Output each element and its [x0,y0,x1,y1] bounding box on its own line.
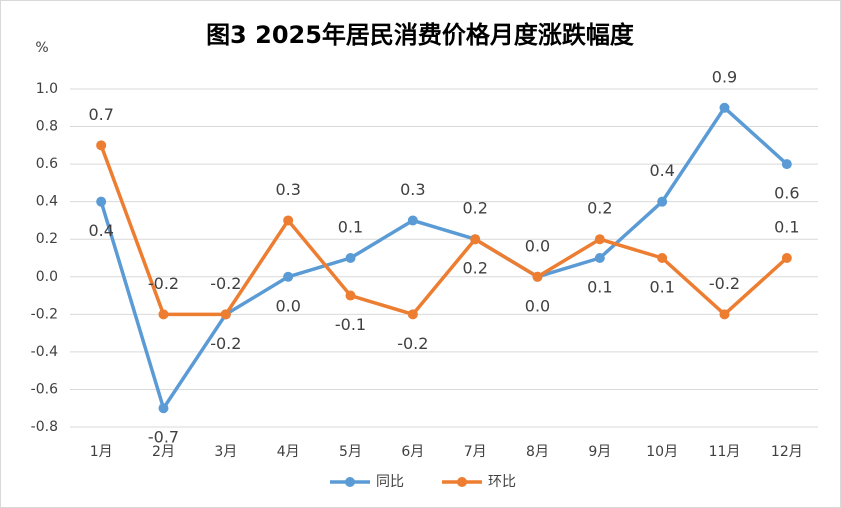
data-label: 0.3 [400,180,425,199]
data-point [532,271,543,282]
x-tick-label: 8月 [526,444,549,460]
data-label: -0.2 [210,334,241,353]
data-point [657,196,668,207]
y-tick-label: 0.2 [36,231,58,247]
legend-label: 同比 [376,474,404,490]
data-label: 0.0 [525,296,550,315]
data-label: 0.2 [587,199,612,218]
x-tick-label: 2月 [152,444,175,460]
y-tick-label: -0.8 [31,419,58,435]
series-line [99,144,789,317]
data-label: -0.2 [397,334,428,353]
data-point [781,253,792,263]
data-point [719,102,730,113]
legend-label: 环比 [488,474,516,490]
data-label: -0.1 [335,315,366,334]
data-point [283,215,294,226]
data-label: 0.1 [774,218,799,237]
x-tick-label: 12月 [771,444,803,460]
data-point [594,253,605,263]
data-point [345,290,356,301]
data-label: -0.2 [148,274,179,293]
x-tick-label: 9月 [588,444,611,460]
data-point [407,309,418,320]
data-point [407,215,418,226]
data-label: 0.4 [649,161,674,180]
data-label: -0.2 [709,274,740,293]
data-label: 0.3 [275,180,300,199]
data-point [594,234,605,245]
data-label: 0.1 [649,278,674,297]
y-tick-label: -0.6 [31,381,58,397]
y-tick-label: 1.0 [36,81,58,97]
data-label: 0.1 [587,278,612,297]
data-point [470,234,481,245]
legend-marker [457,477,467,487]
data-label: 0.2 [462,259,487,278]
data-point [96,196,107,207]
data-label: 0.4 [88,221,113,240]
x-tick-label: 5月 [339,444,362,460]
x-tick-label: 7月 [464,444,487,460]
data-label: 0.9 [712,67,737,86]
data-label: 0.0 [275,296,300,315]
x-tick-label: 11月 [709,444,741,460]
data-label: -0.2 [210,274,241,293]
series-line [99,106,789,410]
legend-marker [345,477,355,487]
data-point [781,159,792,170]
x-tick-label: 1月 [90,444,113,460]
x-tick-label: 4月 [277,444,300,460]
data-label: 0.2 [462,199,487,218]
y-tick-label: -0.2 [31,306,58,322]
data-point [96,140,107,151]
data-label: -0.7 [148,428,179,447]
data-label: 0.7 [88,105,113,124]
data-point [158,309,169,320]
data-point [345,253,356,263]
y-tick-label: 0.4 [36,194,58,210]
y-tick-label: -0.4 [31,344,58,360]
x-tick-label: 10月 [646,444,678,460]
chart-title: 图3 2025年居民消费价格月度涨跌幅度 [206,21,635,49]
data-label: 0.6 [774,184,799,203]
data-point [719,309,730,320]
data-label: 0.0 [525,236,550,255]
x-tick-label: 6月 [401,444,424,460]
data-point [283,271,294,282]
x-tick-label: 3月 [214,444,237,460]
data-point [220,309,231,320]
y-tick-label: 0.8 [36,119,58,135]
y-tick-label: 0.0 [36,269,58,285]
data-point [657,253,668,263]
y-axis-label: % [35,40,48,56]
data-label: 0.1 [338,218,363,237]
data-point [158,403,169,414]
y-tick-label: 0.6 [36,156,58,172]
